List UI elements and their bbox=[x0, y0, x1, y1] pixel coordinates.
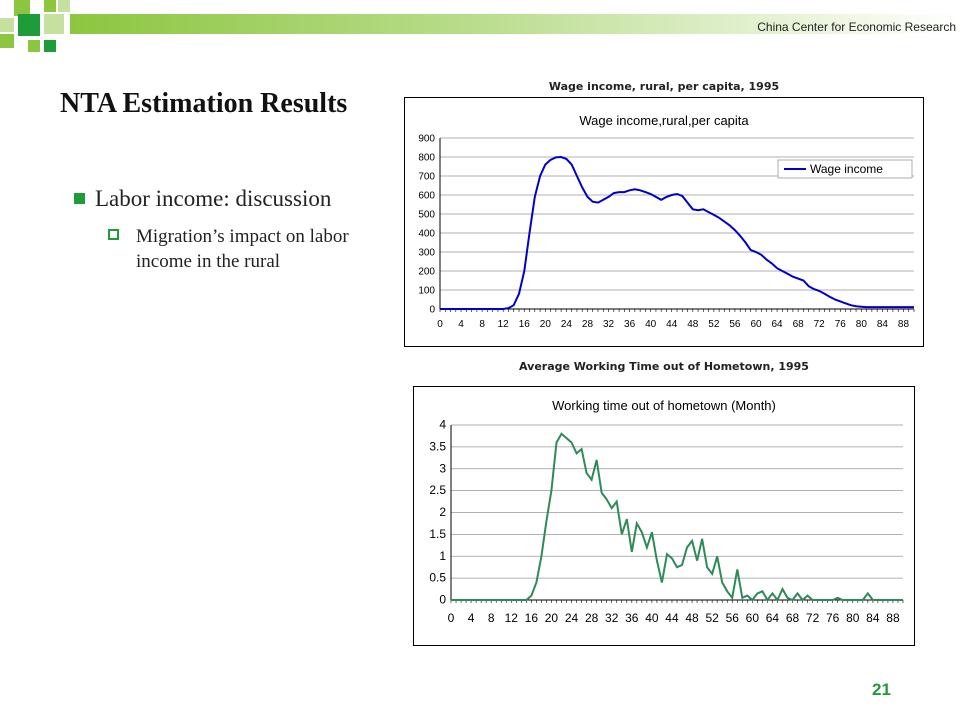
x-tick-label: 80 bbox=[846, 611, 860, 625]
page-number: 21 bbox=[872, 680, 891, 699]
y-tick-label: 0.5 bbox=[429, 571, 446, 585]
wage-income-chart: Wage income,rural,per capita010020030040… bbox=[404, 97, 924, 347]
x-tick-label: 0 bbox=[437, 319, 443, 330]
x-tick-label: 8 bbox=[479, 319, 485, 330]
decor-square bbox=[44, 14, 64, 34]
x-tick-label: 36 bbox=[625, 611, 639, 625]
y-tick-label: 900 bbox=[418, 134, 435, 145]
x-tick-label: 40 bbox=[645, 611, 659, 625]
x-tick-label: 68 bbox=[793, 319, 805, 330]
series-line bbox=[440, 155, 914, 310]
x-tick-label: 48 bbox=[685, 611, 699, 625]
x-tick-label: 20 bbox=[540, 319, 552, 330]
x-tick-label: 56 bbox=[729, 319, 741, 330]
decor-square bbox=[14, 0, 30, 16]
x-tick-label: 64 bbox=[772, 319, 784, 330]
y-tick-label: 800 bbox=[418, 153, 435, 164]
hollow-square-bullet-icon bbox=[108, 229, 119, 240]
x-tick-label: 32 bbox=[603, 319, 615, 330]
x-tick-label: 60 bbox=[746, 611, 760, 625]
y-tick-label: 1.5 bbox=[429, 527, 446, 541]
legend-label: Wage income bbox=[810, 162, 883, 176]
x-tick-label: 32 bbox=[605, 611, 619, 625]
y-tick-label: 2.5 bbox=[429, 483, 446, 497]
y-tick-label: 3.5 bbox=[429, 439, 446, 453]
x-tick-label: 72 bbox=[814, 319, 826, 330]
x-tick-label: 20 bbox=[545, 611, 559, 625]
x-tick-label: 16 bbox=[525, 611, 539, 625]
header-bar bbox=[70, 14, 960, 34]
x-tick-label: 8 bbox=[488, 611, 495, 625]
y-tick-label: 300 bbox=[418, 248, 435, 259]
x-tick-label: 84 bbox=[866, 611, 880, 625]
decor-square bbox=[18, 14, 40, 36]
y-tick-label: 0 bbox=[439, 593, 446, 607]
bullet-text: Migration’s impact on labor income in th… bbox=[136, 226, 349, 272]
decor-square bbox=[44, 0, 56, 12]
x-tick-label: 60 bbox=[750, 319, 762, 330]
x-tick-label: 80 bbox=[856, 319, 868, 330]
y-tick-label: 1 bbox=[439, 549, 446, 563]
y-tick-label: 2 bbox=[439, 505, 446, 519]
x-tick-label: 40 bbox=[645, 319, 657, 330]
x-tick-label: 28 bbox=[585, 611, 599, 625]
x-tick-label: 64 bbox=[766, 611, 780, 625]
decor-square bbox=[58, 0, 70, 12]
y-tick-label: 100 bbox=[418, 286, 435, 297]
x-tick-label: 44 bbox=[666, 319, 678, 330]
x-tick-label: 76 bbox=[826, 611, 840, 625]
y-tick-label: 200 bbox=[418, 267, 435, 278]
y-tick-label: 4 bbox=[439, 418, 446, 432]
x-tick-label: 48 bbox=[687, 319, 699, 330]
legend-box bbox=[777, 159, 913, 179]
x-tick-label: 0 bbox=[448, 611, 455, 625]
y-tick-label: 600 bbox=[418, 191, 435, 202]
x-tick-label: 52 bbox=[705, 611, 719, 625]
series-line bbox=[451, 432, 903, 602]
organization-name: China Center for Economic Research bbox=[757, 20, 956, 34]
decor-square bbox=[44, 40, 56, 52]
chart-frame bbox=[404, 97, 924, 347]
chart-title: Wage income,rural,per capita bbox=[579, 113, 749, 128]
y-tick-label: 0 bbox=[429, 305, 435, 316]
x-tick-label: 12 bbox=[498, 319, 510, 330]
decor-square bbox=[0, 34, 14, 48]
bullet-level-1: Labor income: discussion bbox=[74, 186, 331, 212]
x-tick-label: 68 bbox=[786, 611, 800, 625]
x-tick-label: 16 bbox=[519, 319, 531, 330]
y-tick-label: 500 bbox=[418, 210, 435, 221]
x-tick-label: 28 bbox=[582, 319, 594, 330]
x-tick-label: 88 bbox=[886, 611, 900, 625]
decor-square bbox=[0, 18, 14, 32]
chart-frame bbox=[413, 386, 915, 646]
chart-caption: Wage income, rural, per capita, 1995 bbox=[548, 80, 780, 93]
x-tick-label: 44 bbox=[665, 611, 679, 625]
x-tick-label: 52 bbox=[708, 319, 720, 330]
x-tick-label: 88 bbox=[898, 319, 910, 330]
x-tick-label: 84 bbox=[877, 319, 889, 330]
x-tick-label: 12 bbox=[505, 611, 519, 625]
x-tick-label: 24 bbox=[561, 319, 573, 330]
y-tick-label: 3 bbox=[439, 461, 446, 475]
x-tick-label: 4 bbox=[468, 611, 475, 625]
x-tick-label: 56 bbox=[726, 611, 740, 625]
square-bullet-icon bbox=[74, 193, 85, 205]
x-tick-label: 76 bbox=[835, 319, 847, 330]
decor-square bbox=[28, 40, 40, 52]
working-time-chart: Working time out of hometown (Month) 0 0.5… bbox=[413, 386, 915, 646]
x-tick-label: 36 bbox=[624, 319, 636, 330]
x-tick-label: 4 bbox=[458, 319, 464, 330]
slide-title: NTA Estimation Results bbox=[60, 88, 348, 119]
y-tick-label: 400 bbox=[418, 229, 435, 240]
chart-caption: Average Working Time out of Hometown, 19… bbox=[519, 360, 809, 373]
y-tick-label: 700 bbox=[418, 172, 435, 183]
bullet-level-2: Migration’s impact on labor income in th… bbox=[108, 224, 378, 274]
x-tick-label: 72 bbox=[806, 611, 820, 625]
x-tick-label: 24 bbox=[565, 611, 579, 625]
chart-title: Working time out of hometown (Month) bbox=[552, 398, 776, 413]
bullet-text: Labor income: discussion bbox=[95, 186, 332, 211]
